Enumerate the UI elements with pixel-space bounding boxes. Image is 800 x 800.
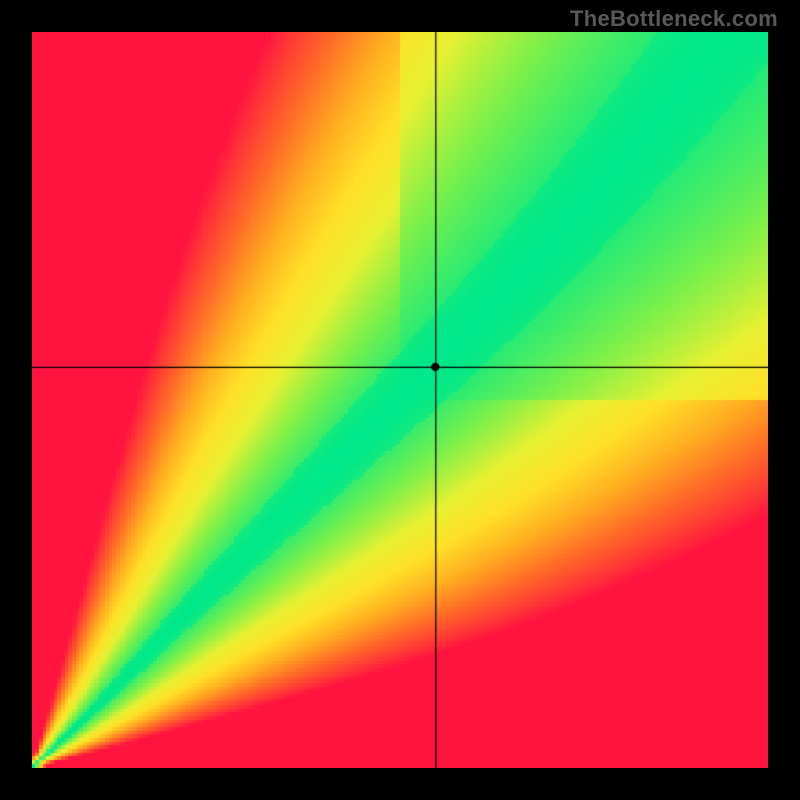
- watermark-text: TheBottleneck.com: [570, 6, 778, 32]
- bottleneck-heatmap: [32, 32, 768, 768]
